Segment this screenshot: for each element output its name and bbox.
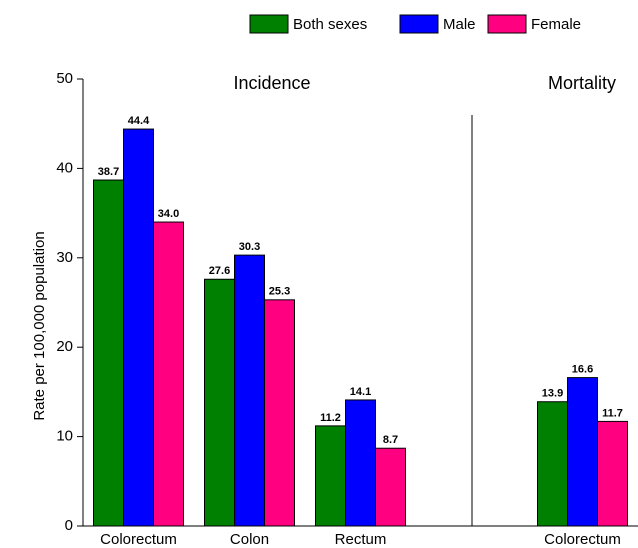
value-label: 16.6: [572, 364, 593, 376]
value-label: 38.7: [98, 166, 119, 178]
bar: [537, 401, 568, 527]
bar: [567, 377, 598, 527]
x-tick-label: Colon: [230, 531, 269, 548]
y-tick-label: 30: [56, 249, 73, 266]
value-label: 8.7: [383, 434, 398, 446]
legend-label: Male: [443, 16, 476, 33]
value-label: 14.1: [350, 386, 371, 398]
y-tick-label: 40: [56, 159, 73, 176]
legend-label: Both sexes: [293, 16, 367, 33]
y-tick-label: 0: [65, 517, 73, 534]
legend-swatch: [399, 14, 439, 34]
value-label: 30.3: [239, 241, 260, 253]
bar: [264, 299, 295, 527]
bar: [204, 278, 235, 527]
value-label: 34.0: [158, 208, 179, 220]
value-label: 11.7: [602, 407, 623, 419]
x-tick-label: Colorectum: [544, 531, 621, 548]
bar: [375, 447, 406, 527]
bar: [93, 179, 124, 527]
bar: [123, 128, 154, 527]
value-label: 44.4: [128, 115, 150, 127]
x-tick-label: Colorectum: [100, 531, 177, 548]
legend-label: Female: [531, 16, 581, 33]
value-label: 11.2: [320, 412, 341, 424]
section-label: Mortality: [548, 73, 616, 93]
bar: [153, 221, 184, 527]
section-label: Incidence: [233, 73, 310, 93]
value-label: 27.6: [209, 265, 230, 277]
y-tick-label: 50: [56, 70, 73, 87]
legend-swatch: [249, 14, 289, 34]
y-axis-label: Rate per 100,000 population: [31, 231, 48, 420]
bar: [315, 425, 346, 527]
bar: [345, 399, 376, 527]
bar: [597, 420, 628, 527]
y-tick-label: 20: [56, 338, 73, 355]
value-label: 25.3: [269, 286, 290, 298]
value-label: 13.9: [542, 388, 563, 400]
x-tick-label: Rectum: [335, 531, 387, 548]
bar: [234, 254, 265, 527]
legend-swatch: [487, 14, 527, 34]
y-tick-label: 10: [56, 428, 73, 445]
